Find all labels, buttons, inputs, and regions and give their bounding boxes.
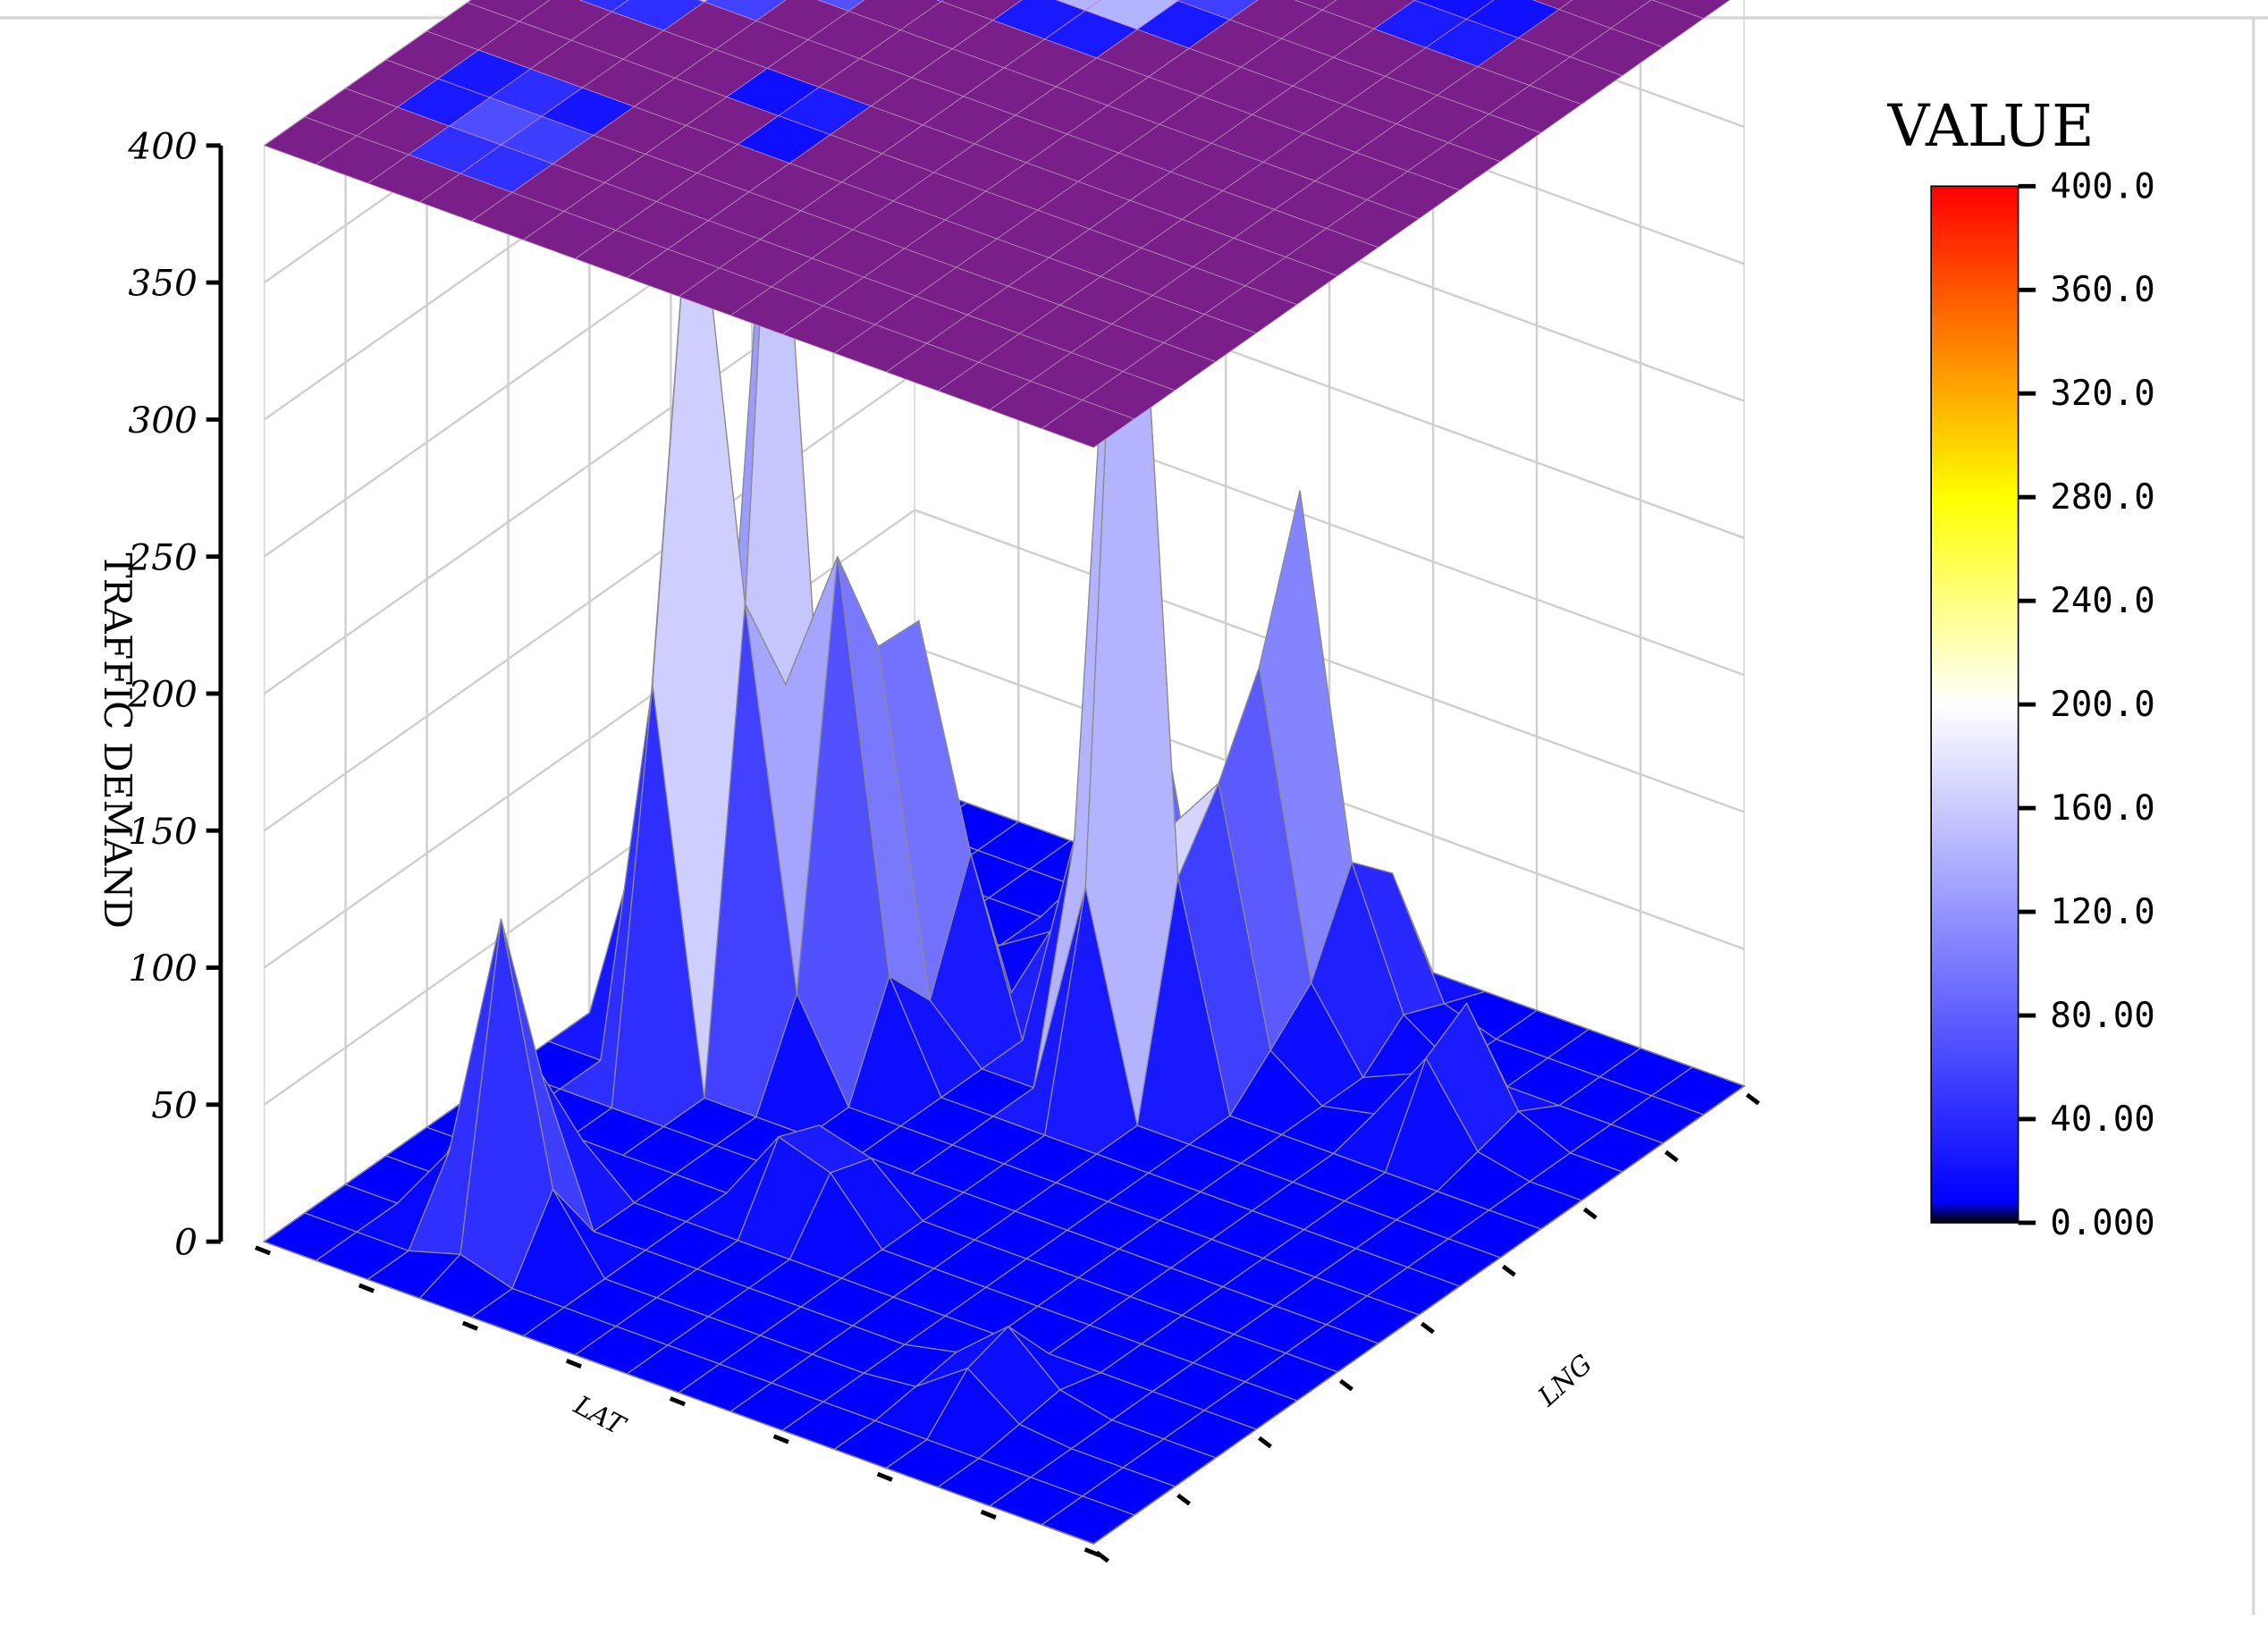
colorbar-tick-label: 80.00 [2050, 996, 2154, 1036]
colorbar-gradient [1930, 185, 2019, 1224]
top-map-cell [1558, 0, 1652, 29]
lat-tick [358, 1283, 375, 1293]
lng-tick [1745, 1092, 1760, 1106]
top-map-cell [1413, 0, 1495, 20]
colorbar-title: VALUE [1886, 93, 2094, 160]
x-axis-title: LAT [569, 1389, 632, 1442]
top-map-cell [1055, 0, 1101, 12]
colorbar-tick-label: 240.0 [2050, 581, 2154, 621]
lng-tick [1176, 1493, 1192, 1506]
top-map-cell [1651, 0, 1731, 20]
colorbar-tick-label: 40.00 [2050, 1099, 2154, 1140]
colorbar-tick-label: 200.0 [2050, 685, 2154, 725]
colorbar-tick-label: 280.0 [2050, 477, 2154, 518]
z-axis: 0 50 100 150 200 250 300 350 400 [127, 124, 223, 1264]
floor-axis-ticks [254, 1092, 1760, 1563]
lng-tick [1258, 1436, 1272, 1449]
lat-tick [565, 1359, 582, 1369]
z-tick-label: 200 [127, 673, 197, 716]
y-axis-title: LNG [1531, 1349, 1598, 1413]
lat-tick [980, 1509, 997, 1520]
lat-tick [461, 1320, 478, 1331]
lng-tick [1338, 1378, 1353, 1392]
colorbar: VALUE 0.000 40.00 80.00 120.0 160.0 200.0 240.… [1886, 93, 2154, 1243]
lng-tick [1420, 1321, 1435, 1335]
z-tick-label: 150 [128, 810, 197, 853]
top-map-cell [936, 0, 944, 2]
top-map-cell [704, 0, 787, 21]
lat-tick [876, 1471, 893, 1482]
colorbar-tick-label: 0.000 [2050, 1203, 2154, 1243]
colorbar-tick-label: 320.0 [2050, 374, 2154, 414]
colorbar-tick-label: 160.0 [2050, 788, 2154, 829]
lat-tick [254, 1245, 272, 1256]
lat-tick [669, 1396, 686, 1407]
top-map-cell [940, 0, 1023, 21]
top-contour-map [263, 0, 1731, 449]
surface-cell [1040, 1495, 1136, 1545]
top-map-cell [1294, 0, 1337, 11]
top-map-cell [467, 0, 551, 22]
top-map-cell [578, 0, 629, 13]
z-tick-label: 50 [151, 1083, 198, 1126]
z-tick-label: 400 [127, 124, 197, 167]
lat-tick [772, 1434, 789, 1444]
colorbar-tick-label: 120.0 [2050, 892, 2154, 932]
lng-tick [1501, 1264, 1516, 1277]
top-map-cell [1532, 0, 1573, 10]
lng-tick [1095, 1550, 1110, 1563]
colorbar-tick-label: 400.0 [2050, 166, 2154, 206]
z-axis-title: TRAFFIC DEMAND [96, 552, 139, 929]
top-map-cell [697, 0, 708, 3]
z-tick-label: 100 [128, 947, 197, 990]
lng-tick [1582, 1207, 1598, 1220]
surface-mesh [263, 0, 1746, 1545]
colorbar-tick-label: 360.0 [2050, 270, 2154, 310]
z-tick-label: 350 [128, 262, 197, 305]
top-map-cell [1176, 0, 1259, 21]
z-tick-label: 250 [127, 535, 197, 578]
z-tick-label: 300 [128, 399, 197, 442]
top-map-cell [817, 0, 865, 12]
lng-tick [1664, 1150, 1679, 1163]
z-tick-label: 0 [174, 1221, 198, 1264]
